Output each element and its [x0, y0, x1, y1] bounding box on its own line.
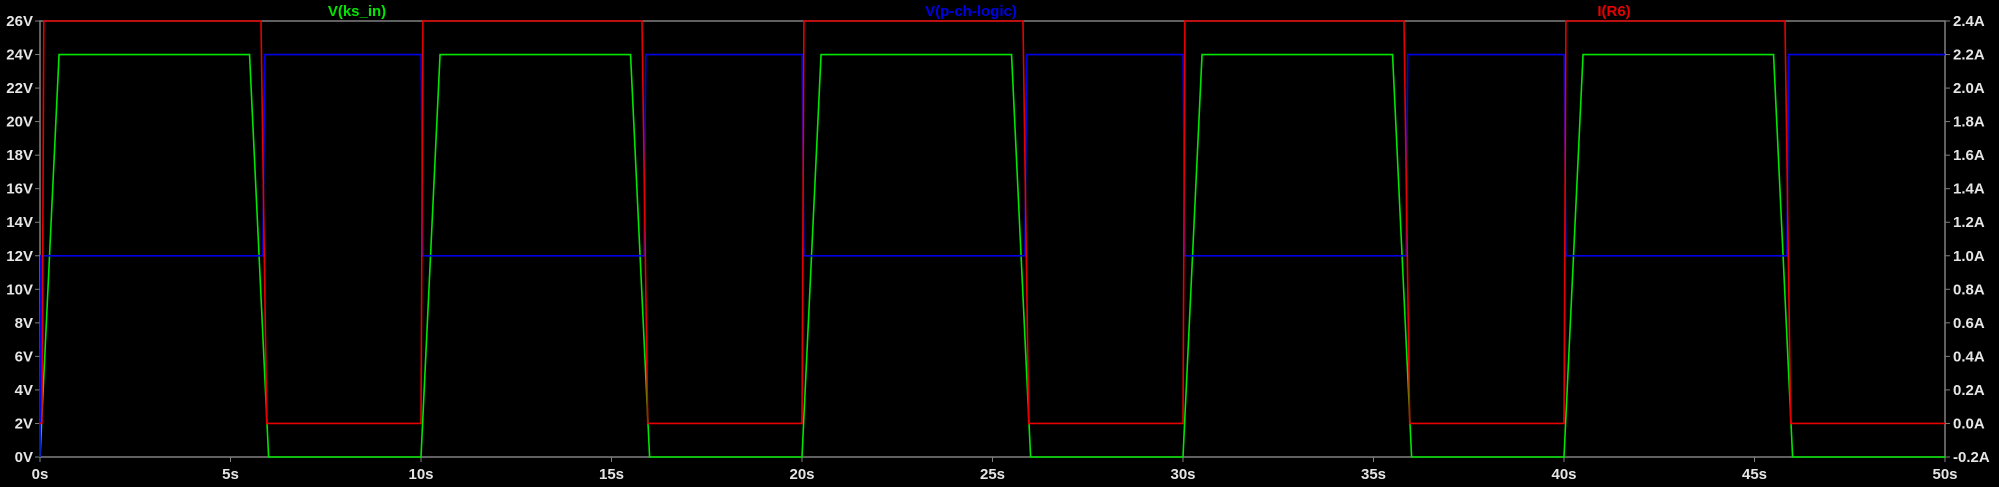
right-tick-label: 2.4A	[1953, 13, 1985, 30]
left-tick-label: 4V	[15, 382, 33, 399]
right-tick-label: 1.0A	[1953, 248, 1985, 265]
right-tick-label: 0.2A	[1953, 382, 1985, 399]
right-tick-label: -0.2A	[1953, 449, 1990, 466]
right-axis-ticks: -0.2A 0.0A 0.2A 0.4A 0.6A 0.8A 1.0A 1.2A 1.4A 1.6…	[1945, 13, 1990, 466]
right-tick-label: 0.8A	[1953, 281, 1985, 298]
x-tick-label: 25s	[980, 466, 1005, 483]
traces	[39, 20, 1945, 458]
right-tick-label: 1.4A	[1953, 181, 1985, 198]
right-tick-label: 1.2A	[1953, 214, 1985, 231]
left-tick-label: 0V	[15, 449, 33, 466]
right-tick-label: 0.0A	[1953, 415, 1985, 432]
legend-i-r6[interactable]: I(R6)	[1597, 3, 1630, 20]
right-tick-label: 1.8A	[1953, 114, 1985, 131]
right-tick-label: 1.6A	[1953, 147, 1985, 164]
trace-i-r6	[40, 20, 1945, 425]
left-tick-label: 6V	[15, 348, 33, 365]
legend: V(ks_in) V(p-ch-logic) I(R6)	[328, 3, 1631, 20]
left-tick-label: 24V	[6, 47, 33, 64]
right-tick-label: 0.4A	[1953, 348, 1985, 365]
x-tick-label: 50s	[1932, 466, 1957, 483]
left-tick-label: 20V	[6, 114, 33, 131]
x-tick-label: 30s	[1170, 466, 1195, 483]
left-tick-label: 2V	[15, 415, 33, 432]
left-axis-ticks: 0V 2V 4V 6V 8V 10V 12V 14V 16V 18V 20V 22V 24V 26V	[6, 13, 40, 466]
left-tick-label: 18V	[6, 147, 33, 164]
left-tick-label: 26V	[6, 13, 33, 30]
left-tick-label: 10V	[6, 281, 33, 298]
left-tick-label: 12V	[6, 248, 33, 265]
left-tick-label: 16V	[6, 181, 33, 198]
right-tick-label: 2.0A	[1953, 80, 1985, 97]
x-axis-ticks: 0s 5s 10s 15s 20s 25s 30s 35s 40s 45s 50s	[32, 457, 1958, 483]
legend-v-p-ch-logic[interactable]: V(p-ch-logic)	[925, 3, 1017, 20]
x-tick-label: 35s	[1361, 466, 1386, 483]
x-tick-label: 45s	[1742, 466, 1767, 483]
left-tick-label: 8V	[15, 315, 33, 332]
left-tick-label: 22V	[6, 80, 33, 97]
right-tick-label: 2.2A	[1953, 47, 1985, 64]
x-tick-label: 15s	[599, 466, 624, 483]
x-tick-label: 0s	[32, 466, 49, 483]
right-tick-label: 0.6A	[1953, 315, 1985, 332]
x-tick-label: 40s	[1551, 466, 1576, 483]
x-tick-label: 10s	[408, 466, 433, 483]
x-tick-label: 5s	[222, 466, 239, 483]
legend-v-ks-in[interactable]: V(ks_in)	[328, 3, 386, 20]
x-tick-label: 20s	[789, 466, 814, 483]
left-tick-label: 14V	[6, 214, 33, 231]
trace-v-ks-in	[39, 53, 1945, 458]
